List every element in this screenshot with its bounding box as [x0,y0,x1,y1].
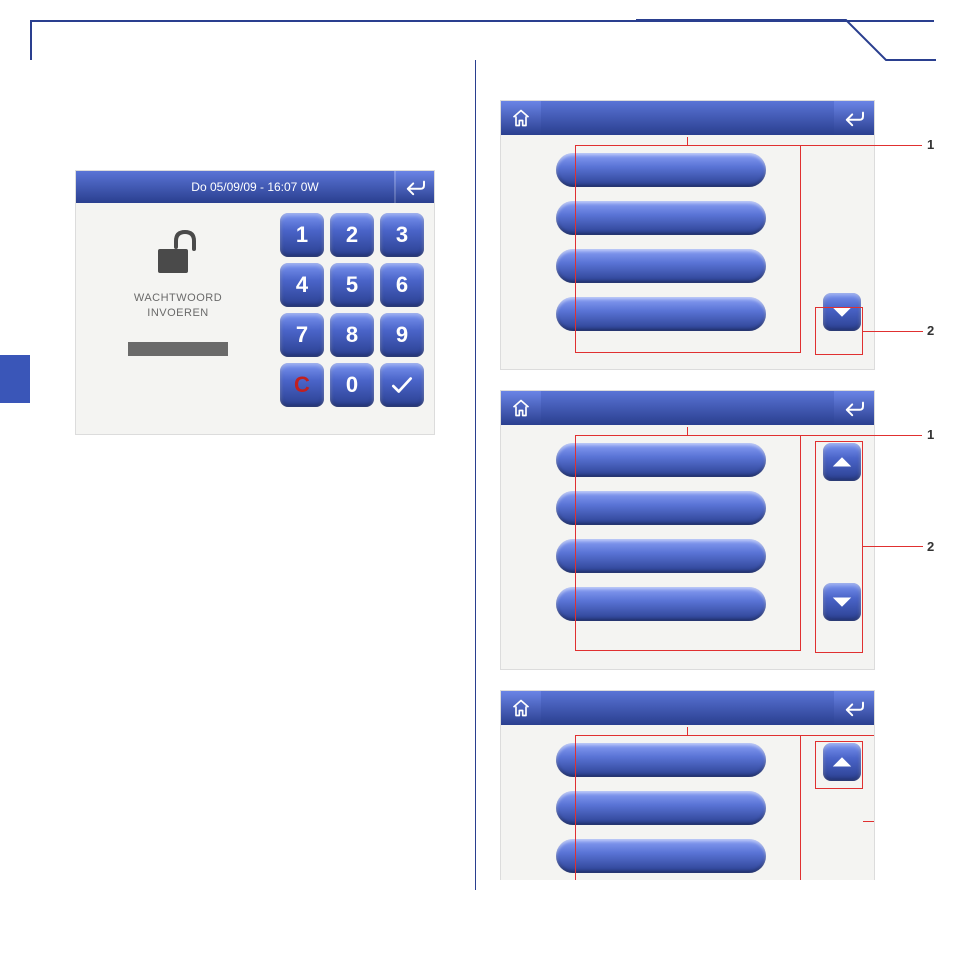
menu-item-list [511,743,810,873]
key-3[interactable]: 3 [380,213,424,257]
key-8[interactable]: 8 [330,313,374,357]
password-prompt: WACHTWOORD INVOEREN [134,291,222,322]
menu-header [501,391,874,425]
key-7[interactable]: 7 [280,313,324,357]
return-arrow-icon [843,109,865,127]
password-prompt-line1: WACHTWOORD [134,292,222,304]
menu-header [501,691,874,725]
menu-item[interactable] [556,587,766,621]
scroll-down-button[interactable] [823,583,861,621]
key-6[interactable]: 6 [380,263,424,307]
scroll-nav [820,153,864,331]
return-arrow-icon [843,399,865,417]
page-frame-diag [636,18,936,78]
password-input-field[interactable] [128,342,228,356]
chevron-up-icon [832,455,852,469]
column-divider [475,60,476,890]
password-entry-panel: Do 05/09/09 - 16:07 0W WACHTWOORD INVOER… [75,170,435,435]
return-arrow-icon [404,178,426,196]
return-arrow-icon [843,699,865,717]
key-2[interactable]: 2 [330,213,374,257]
password-header: Do 05/09/09 - 16:07 0W [76,171,434,203]
menu-item[interactable] [556,743,766,777]
menu-examples-column: 1 2 [500,100,940,900]
callout-label-2: 2 [927,539,934,554]
menu-item[interactable] [556,539,766,573]
menu-panel-1: 1 2 [500,100,875,370]
scroll-up-button[interactable] [823,743,861,781]
callout-label-1: 1 [927,137,934,152]
menu-item[interactable] [556,839,766,873]
key-0[interactable]: 0 [330,363,374,407]
password-prompt-line2: INVOEREN [147,307,208,319]
back-button[interactable] [834,691,874,725]
chevron-up-icon [832,755,852,769]
home-button[interactable] [501,101,541,135]
home-icon [511,698,531,718]
menu-panel-3: 1 2 [500,690,875,880]
menu-item[interactable] [556,249,766,283]
callout-label-1: 1 [927,427,934,442]
menu-item[interactable] [556,491,766,525]
menu-item[interactable] [556,443,766,477]
back-button[interactable] [834,101,874,135]
scroll-nav [820,743,864,873]
back-button[interactable] [394,171,434,203]
menu-item[interactable] [556,791,766,825]
chevron-down-icon [832,595,852,609]
key-4[interactable]: 4 [280,263,324,307]
side-page-tab [0,355,30,403]
scroll-up-button[interactable] [823,443,861,481]
key-5[interactable]: 5 [330,263,374,307]
menu-panel-2: 1 2 [500,390,875,670]
menu-item[interactable] [556,297,766,331]
key-9[interactable]: 9 [380,313,424,357]
key-confirm[interactable] [380,363,424,407]
menu-item[interactable] [556,201,766,235]
unlock-icon [148,229,208,279]
menu-header [501,101,874,135]
header-datetime-text: Do 05/09/09 - 16:07 0W [76,180,434,194]
scroll-nav [820,443,864,621]
scroll-down-button[interactable] [823,293,861,331]
menu-item-list [511,443,810,621]
home-icon [511,398,531,418]
home-button[interactable] [501,391,541,425]
back-button[interactable] [834,391,874,425]
menu-item-list [511,153,810,331]
check-icon [389,372,415,398]
home-button[interactable] [501,691,541,725]
menu-item[interactable] [556,153,766,187]
home-icon [511,108,531,128]
key-1[interactable]: 1 [280,213,324,257]
key-clear[interactable]: C [280,363,324,407]
numeric-keypad: 1 2 3 4 5 6 7 8 9 C 0 [280,213,424,424]
callout-label-2: 2 [927,323,934,338]
chevron-down-icon [832,305,852,319]
